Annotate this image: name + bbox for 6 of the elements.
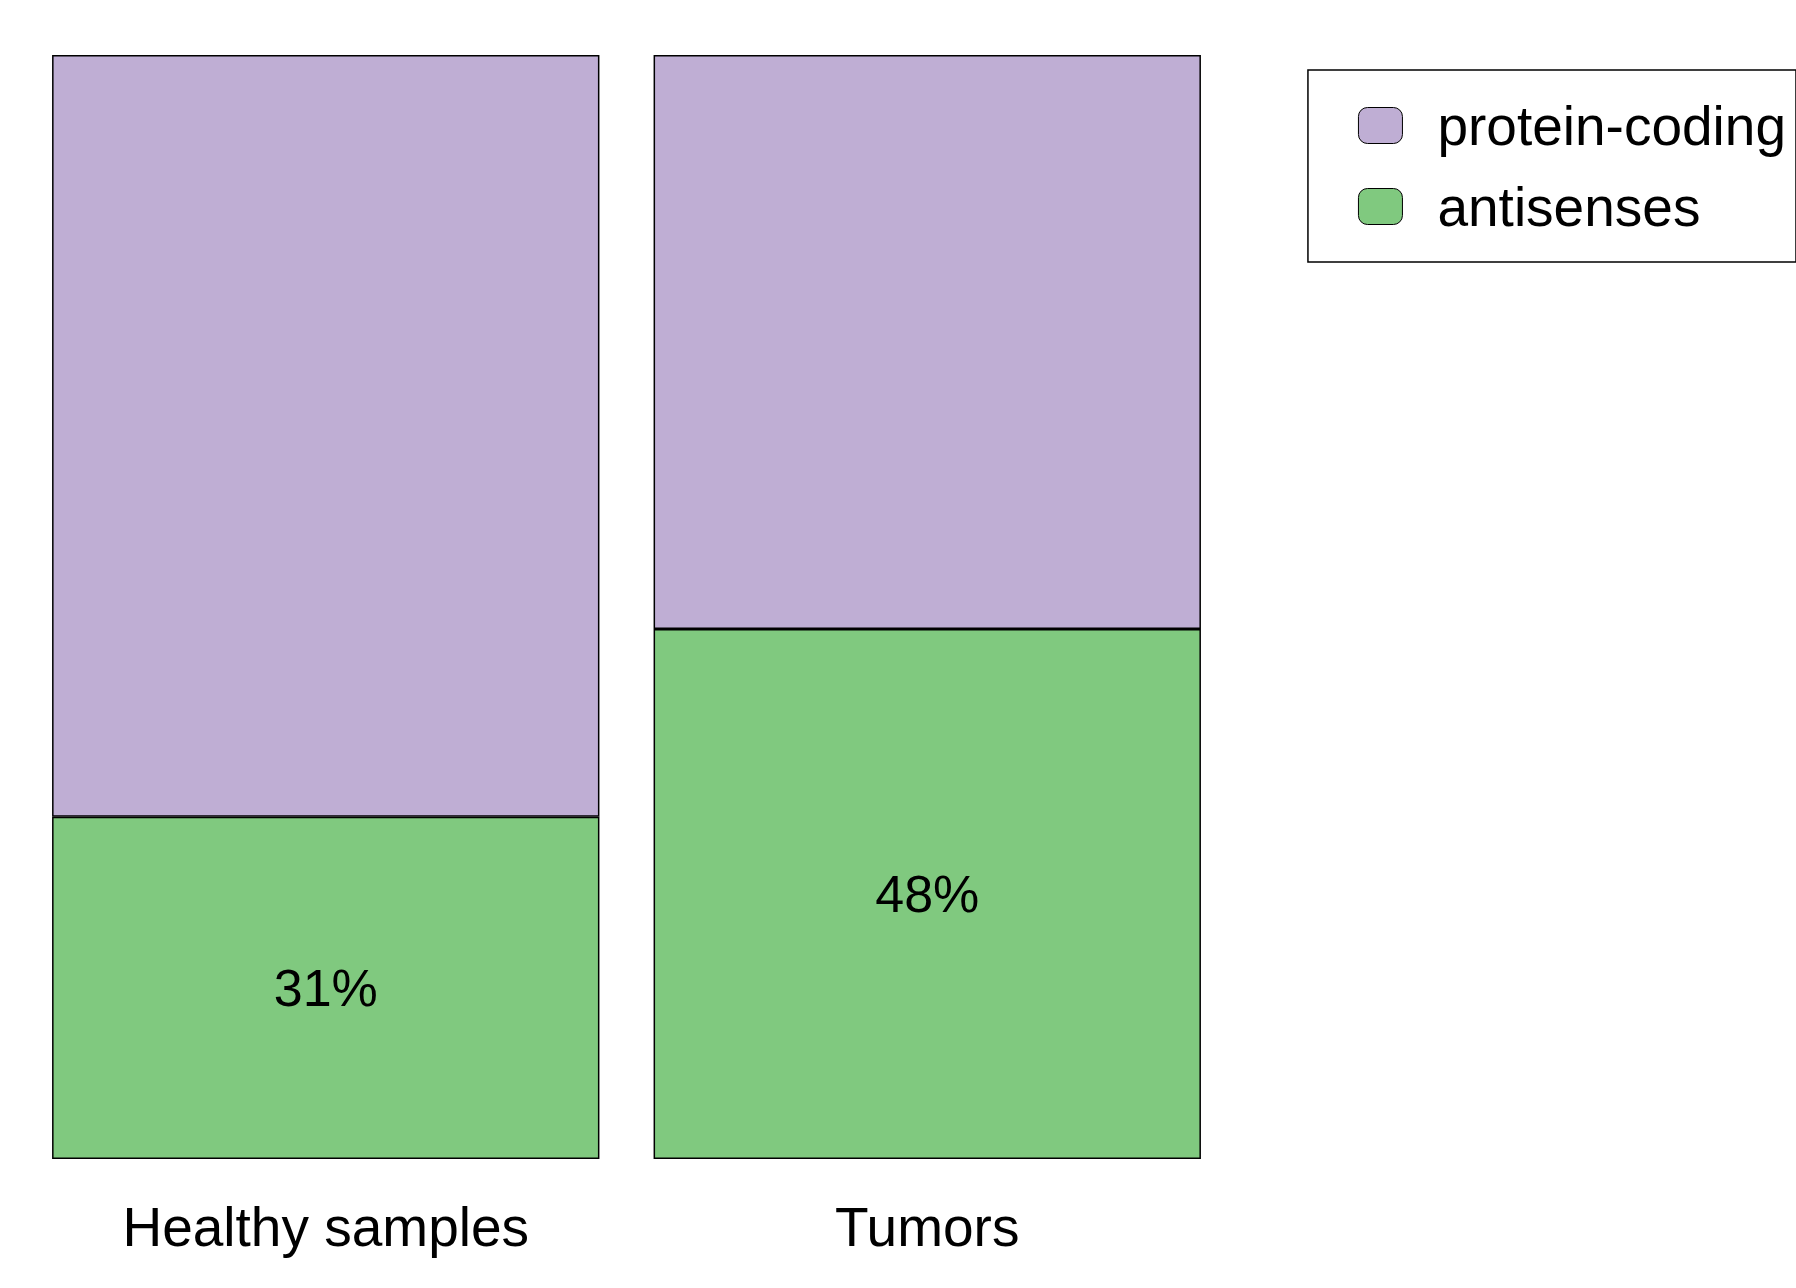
x-tick-label: Tumors — [835, 1195, 1020, 1258]
legend-label: protein-coding — [1437, 94, 1787, 157]
data-label: 48% — [875, 865, 980, 924]
x-tick-label: Healthy samples — [122, 1195, 530, 1258]
legend-label: antisenses — [1437, 175, 1701, 238]
data-label: 31% — [273, 958, 378, 1017]
